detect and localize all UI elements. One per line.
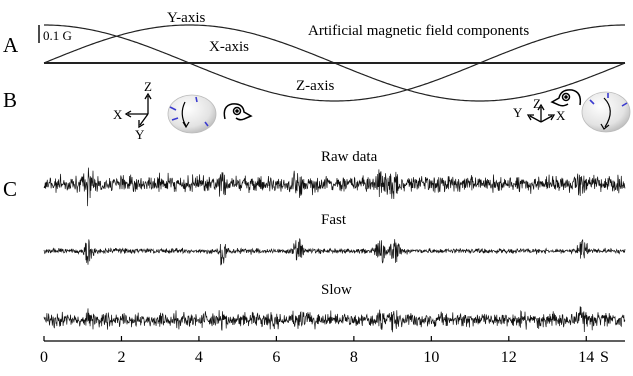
chick-head-left-icon bbox=[223, 103, 253, 121]
trace-label-fast: Fast bbox=[321, 212, 347, 228]
panel-label-b: B bbox=[3, 88, 17, 112]
trace-label-raw: Raw data bbox=[321, 149, 378, 165]
egg-right-icon bbox=[581, 91, 631, 133]
axis-label-x-right: X bbox=[556, 108, 566, 123]
chick-head-right-icon bbox=[550, 89, 582, 107]
x-tick-label-12: 12 bbox=[501, 349, 517, 366]
axis-triad-left bbox=[124, 92, 152, 129]
scale-bar-label: 0.1 G bbox=[43, 28, 72, 43]
trace-slow bbox=[43, 306, 626, 333]
x-tick-label-6: 6 bbox=[272, 349, 280, 366]
axis-label-z-left: Z bbox=[144, 79, 152, 94]
trace-fast bbox=[43, 238, 626, 266]
axis-label-y-right: Y bbox=[513, 105, 523, 120]
curve-label-z-axis: Z-axis bbox=[296, 78, 334, 94]
trace-raw-data bbox=[43, 167, 626, 207]
axis-label-y-left: Y bbox=[135, 127, 145, 142]
panel-label-c: C bbox=[3, 177, 17, 201]
time-axis: S 0 2 4 6 8 10 12 14 bbox=[40, 336, 625, 366]
field-curve-z-axis bbox=[44, 24, 625, 102]
curve-label-x-axis: X-axis bbox=[209, 39, 249, 55]
x-tick-label-8: 8 bbox=[350, 349, 358, 366]
axis-triad-right bbox=[526, 103, 556, 123]
panel-b-right-orientation: Z X Y bbox=[513, 89, 631, 133]
axis-label-z-right: Z bbox=[533, 96, 541, 111]
x-tick-label-4: 4 bbox=[195, 349, 203, 366]
panel-b-left-orientation: Z X Y bbox=[113, 79, 253, 142]
x-tick-label-2: 2 bbox=[117, 349, 125, 366]
panel-a-field-components: 0.1 G Artificial magnetic field componen… bbox=[38, 10, 626, 102]
x-tick-label-10: 10 bbox=[423, 349, 439, 366]
time-axis-unit: S bbox=[600, 349, 609, 366]
egg-left-icon bbox=[167, 94, 217, 134]
panel-a-title: Artificial magnetic field components bbox=[308, 23, 529, 39]
x-tick-label-14: 14 bbox=[578, 349, 594, 366]
trace-label-slow: Slow bbox=[321, 282, 352, 298]
curve-label-y-axis: Y-axis bbox=[167, 10, 205, 26]
panel-label-a: A bbox=[3, 33, 19, 57]
axis-label-x-left: X bbox=[113, 107, 123, 122]
x-tick-label-0: 0 bbox=[40, 349, 48, 366]
